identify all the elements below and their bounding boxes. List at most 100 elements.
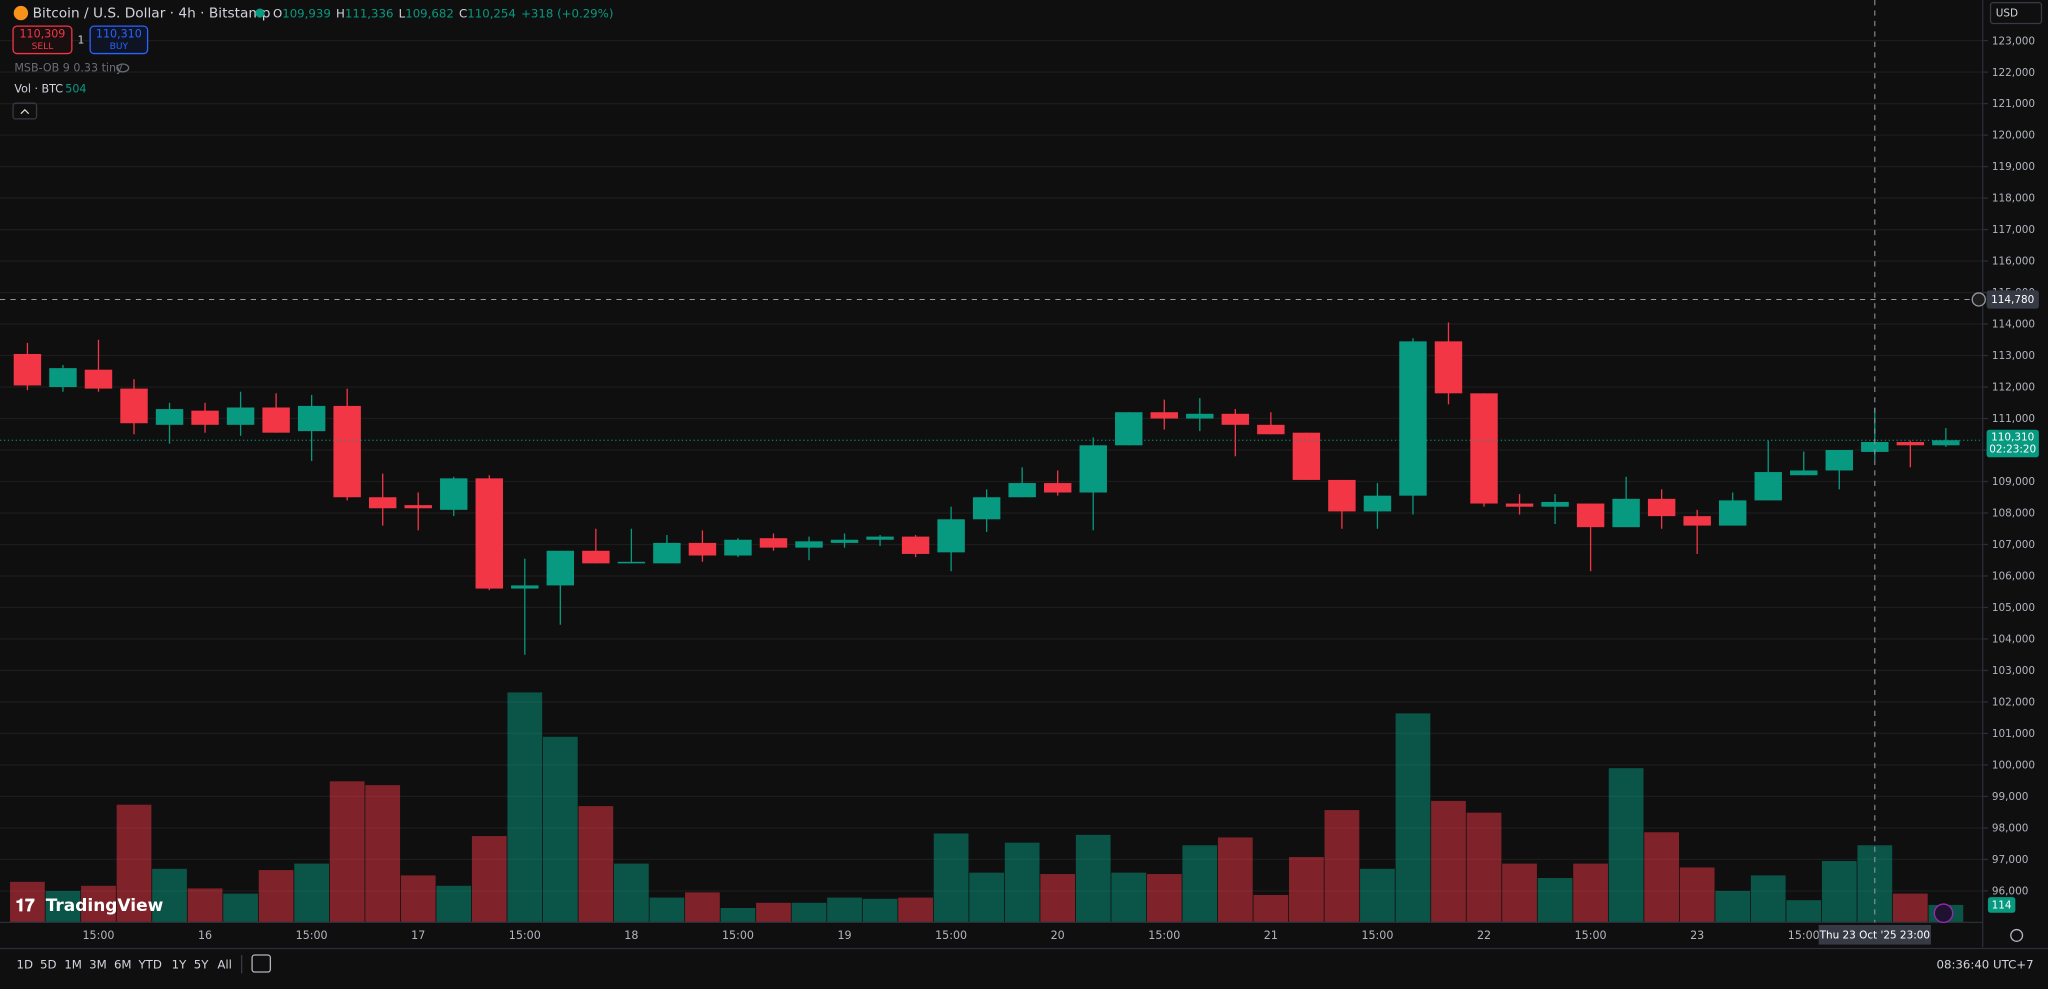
x-tick-label: 20	[1051, 929, 1065, 942]
crosshair-time-box	[1818, 924, 1931, 945]
candle-body	[1932, 440, 1960, 446]
candle-body	[191, 410, 219, 425]
volume-bar	[81, 885, 116, 923]
ohlc-value: 110,254	[467, 6, 516, 20]
axes: 96,000 97,000 98,000 99,000 100,000 101,000 10…	[82, 35, 2035, 942]
volume-bar	[969, 872, 1005, 923]
y-tick-label: 97,000	[1992, 854, 2029, 866]
timeframe-button[interactable]: YTD	[138, 957, 162, 971]
brand-icon: 𝟏𝟕	[16, 896, 35, 916]
candle-body	[901, 536, 930, 554]
candle-body	[1505, 503, 1534, 507]
add-alert-icon	[1971, 292, 1986, 307]
y-tick-label: 106,000	[1992, 571, 2035, 583]
candle-body	[1790, 470, 1818, 476]
volume-bar	[1324, 810, 1360, 923]
change: +318 (+0.29%)	[521, 6, 613, 20]
candle-body	[937, 519, 965, 553]
sell-label: SELL	[32, 42, 55, 52]
symbol-icon	[13, 5, 29, 21]
indicator-volume-value: 504	[65, 82, 86, 95]
timeframe-button[interactable]: All	[217, 957, 232, 971]
candle-body	[653, 542, 681, 564]
volume-bar	[1075, 834, 1111, 923]
volume-bar	[223, 893, 258, 923]
countdown: 02:23:20	[1989, 443, 2036, 455]
volume-bar	[258, 870, 294, 923]
timeframe-button[interactable]: 3M	[89, 957, 107, 971]
buy-button[interactable]	[89, 25, 149, 55]
y-tick-label: 100,000	[1992, 760, 2035, 772]
candle-body	[13, 353, 42, 386]
candle-body	[440, 478, 468, 510]
volume-bar	[1573, 863, 1608, 923]
timeframe-button[interactable]: 1M	[64, 957, 82, 971]
y-tick-label: 114,000	[1992, 319, 2035, 331]
currency-button[interactable]	[1989, 1, 2043, 25]
visibility-icon[interactable]	[116, 63, 130, 73]
volume-bar	[365, 785, 401, 923]
x-tick-label: 15:00	[722, 929, 754, 942]
candle-body	[1434, 341, 1463, 394]
x-tick-label: 15:00	[1788, 929, 1820, 942]
candle-body	[830, 539, 859, 543]
ohlc-label: O	[273, 6, 282, 20]
x-tick-label: 23	[1690, 929, 1704, 942]
symbol-title[interactable]: Bitcoin / U.S. Dollar · 4h · Bitstamp	[33, 6, 271, 22]
candle-body	[1008, 483, 1036, 498]
timeframe-button[interactable]: 1Y	[172, 957, 187, 971]
candle-body	[688, 542, 717, 556]
x-tick-label: 17	[411, 929, 425, 942]
collapse-button[interactable]	[12, 102, 38, 120]
volume-bar	[933, 833, 969, 923]
candle-body	[404, 505, 432, 509]
volume-bar	[10, 881, 45, 923]
candle-body	[1292, 432, 1321, 480]
volume-bar	[1360, 868, 1395, 923]
timeframe-button[interactable]: 6M	[114, 957, 132, 971]
timeframe-button[interactable]: 1D	[17, 957, 34, 971]
y-tick-label: 99,000	[1992, 791, 2029, 803]
candle-body	[511, 585, 539, 589]
collapse-icon	[20, 108, 30, 115]
x-tick-label: 16	[198, 929, 212, 942]
candle-body	[972, 497, 1001, 520]
timeframe-button[interactable]: 5Y	[194, 957, 209, 971]
x-tick-label: 15:00	[1148, 929, 1180, 942]
volume-bar	[649, 897, 685, 923]
alert-icon[interactable]	[1933, 903, 1954, 924]
candle-body	[1043, 483, 1072, 493]
volume-bar	[1111, 872, 1147, 923]
candles	[13, 322, 1960, 655]
ohlc-value: 111,336	[345, 6, 394, 20]
goto-date-icon[interactable]	[251, 954, 272, 973]
volume-bar	[720, 907, 756, 923]
ohlc-value: 109,682	[405, 6, 454, 20]
x-tick-label: 15:00	[82, 929, 114, 942]
currency: USD	[1996, 8, 2018, 20]
candle-body	[226, 407, 255, 425]
y-tick-label: 102,000	[1992, 697, 2035, 709]
volume-bar	[1395, 713, 1431, 923]
candle-body	[333, 405, 361, 498]
y-tick-label: 123,000	[1992, 35, 2035, 47]
volume-bar	[1431, 800, 1466, 923]
volume-bar	[329, 781, 365, 923]
y-tick-label: 116,000	[1992, 256, 2035, 268]
volume-bar	[1289, 857, 1324, 923]
buy-label: BUY	[110, 42, 129, 52]
candle-body	[1257, 424, 1285, 435]
volume-bar	[471, 836, 507, 923]
y-tick-label: 103,000	[1992, 665, 2035, 677]
candle-body	[1186, 413, 1214, 419]
indicator-msb[interactable]: MSB-OB 9 0.33 tiny	[14, 62, 123, 75]
timeframe-button[interactable]: 5D	[40, 957, 57, 971]
settings-icon[interactable]	[2010, 928, 2024, 942]
last-volume-label: 114	[1992, 900, 2012, 912]
sell-button[interactable]	[12, 25, 73, 55]
indicator-volume[interactable]: Vol · BTC	[14, 82, 63, 95]
x-tick-label: 15:00	[509, 929, 541, 942]
volume-bar	[152, 868, 187, 923]
